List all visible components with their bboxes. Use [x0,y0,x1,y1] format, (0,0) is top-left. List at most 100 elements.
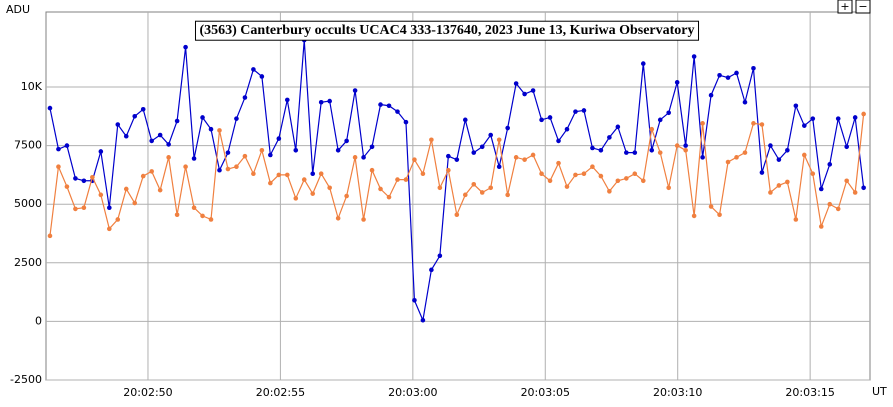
data-point [768,190,773,195]
button-label[interactable]: − [858,0,867,13]
data-point [844,144,849,150]
data-point [157,132,163,138]
data-point [835,116,841,121]
data-point [437,253,443,259]
data-point [793,103,799,109]
data-point [454,212,460,218]
data-point [844,178,849,184]
data-point [861,185,866,191]
data-point [607,135,612,140]
data-point [225,150,231,155]
data-point [64,143,70,148]
data-point [505,125,510,131]
data-point [437,185,443,191]
data-point [666,185,672,191]
data-point [691,54,697,59]
data-point [488,132,494,138]
data-point [818,224,824,229]
data-point [793,217,799,222]
data-point [429,267,434,273]
data-point [132,200,138,206]
data-point [827,162,833,167]
title-box [194,20,700,41]
data-point [624,150,629,155]
data-point [344,138,349,144]
data-point [513,81,519,86]
data-point [242,95,248,100]
data-point [734,155,739,160]
series [47,111,866,239]
data-point [276,172,282,178]
data-point [581,171,587,177]
data-point [479,190,485,195]
zoom-out[interactable]: − [855,0,871,14]
x-tick-label: 20:02:50 [123,386,172,399]
data-point [335,215,341,221]
data-point [598,173,604,179]
data-point [691,213,697,219]
x-axis-label: UT [872,385,887,398]
data-point [640,178,646,184]
data-point [505,192,510,198]
y-tick-label: -2500 [10,373,42,386]
data-point [700,155,705,160]
data-point [802,152,807,158]
data-point [522,157,527,162]
data-point [598,147,604,153]
data-point [284,97,290,103]
data-point [166,155,171,160]
data-point [590,145,595,151]
data-point [624,176,629,181]
data-point [530,88,536,93]
button-frame[interactable] [837,0,853,14]
data-point [674,80,680,85]
data-point [310,191,316,196]
data-point [56,164,61,170]
data-point [208,217,214,222]
data-point [123,133,129,139]
data-point [479,144,485,150]
data-point [530,152,536,158]
data-point [276,136,282,141]
data-point [251,67,256,72]
data-point [369,167,375,173]
data-point [361,217,366,222]
data-point [208,126,214,132]
data-point [717,212,722,218]
data-point [191,205,197,211]
data-point [386,103,392,109]
data-point [73,176,78,181]
y-tick-label: 5000 [14,197,42,210]
zoom-in[interactable]: + [837,0,853,14]
data-point [785,179,790,185]
data-point [564,184,570,189]
data-point [47,105,53,111]
data-point [573,109,578,114]
data-point [395,109,400,114]
x-tick-label: 20:03:10 [653,386,702,399]
button-label[interactable]: + [840,0,849,13]
data-point [352,155,358,160]
data-point [200,115,205,120]
data-point [90,174,95,180]
data-point [242,153,248,159]
x-tick-label: 20:02:55 [256,386,305,399]
y-tick-label: 10K [21,80,43,93]
data-point [810,116,816,121]
data-point [810,171,816,177]
data-point [327,98,332,104]
data-point [708,204,714,209]
data-point [378,102,383,107]
data-point [547,115,553,120]
x-tick-label: 20:03:05 [521,386,570,399]
data-point [446,167,451,173]
data-point [98,192,104,198]
data-point [123,186,129,192]
data-point [107,205,112,211]
data-point [742,99,748,105]
data-point [581,108,587,113]
data-point [64,184,70,189]
button-frame[interactable] [855,0,871,14]
data-point [420,171,426,177]
data-point [412,298,417,303]
